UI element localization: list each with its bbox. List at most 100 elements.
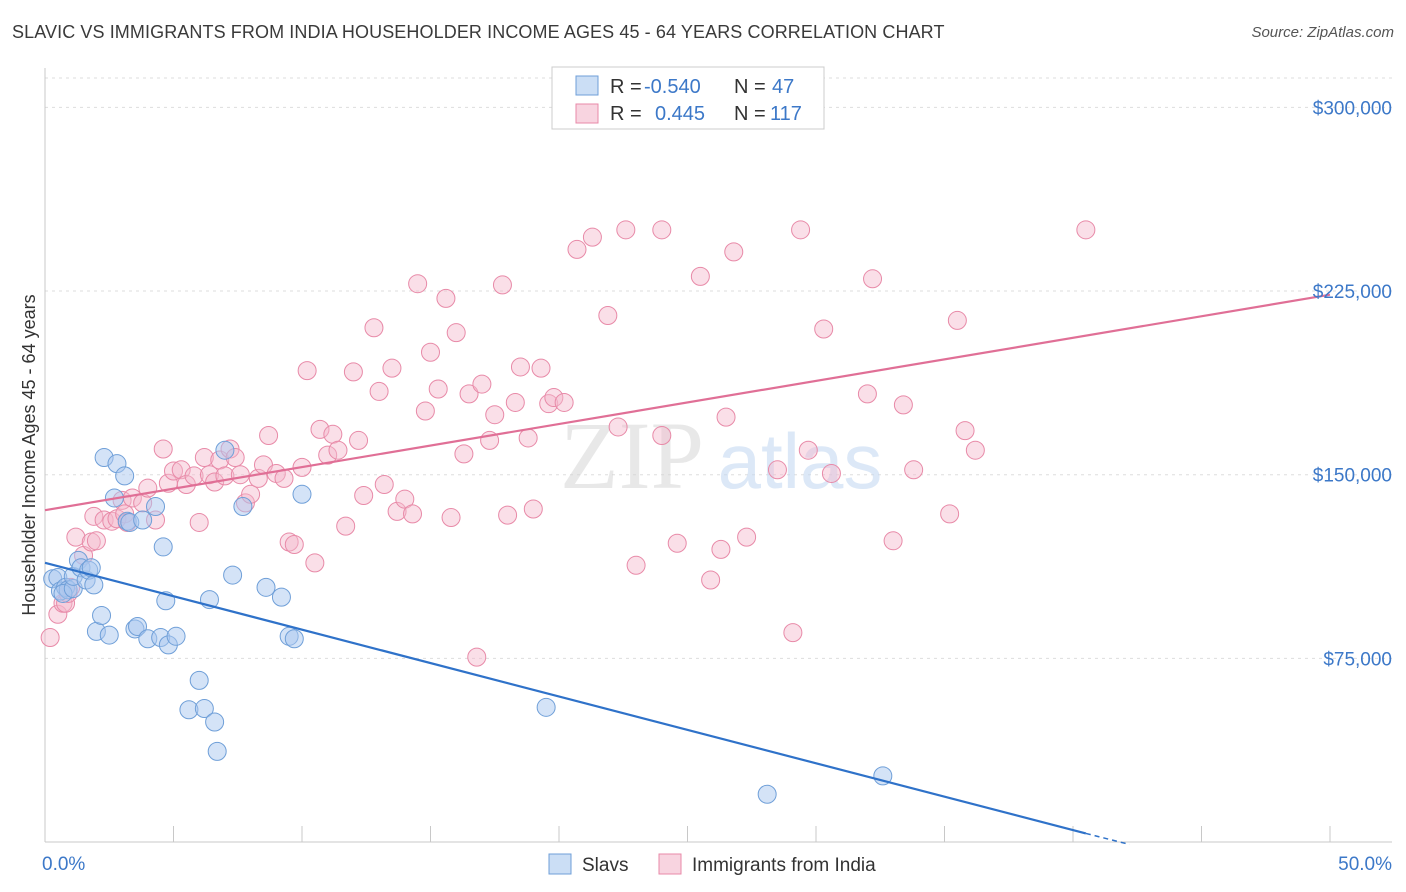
india-point-77: [498, 505, 518, 525]
legend-box: R = -0.540 N = 47 R = 0.445 N = 117: [551, 66, 825, 130]
slavs-point-13: [84, 575, 104, 595]
slavs-point-43: [271, 587, 291, 607]
india-point-109: [883, 531, 903, 551]
slavs-point-42: [256, 577, 276, 597]
india-point-68: [441, 508, 461, 528]
india-point-43: [279, 532, 299, 552]
india-point-63: [408, 274, 428, 294]
slavs-point-29: [153, 537, 173, 557]
y-tick-labels: $75,000 $150,000 $225,000 $300,000: [1313, 98, 1392, 670]
bottom-legend-swatch-slavs: [548, 853, 572, 875]
slavs-points: [43, 440, 893, 804]
india-point-44: [284, 534, 304, 554]
india-point-24: [171, 460, 191, 480]
watermark-zip: ZIP: [560, 402, 704, 509]
india-point-51: [328, 440, 348, 460]
india-point-92: [652, 220, 672, 240]
india-point-52: [336, 516, 356, 536]
india-point-9: [84, 506, 104, 526]
slavs-point-35: [194, 699, 214, 719]
slavs-point-48: [757, 784, 777, 804]
india-point-66: [428, 379, 448, 399]
slavs-point-15: [92, 605, 112, 625]
india-point-83: [539, 394, 559, 414]
india-point-80: [518, 428, 538, 448]
slavs-point-41: [233, 497, 253, 517]
legend-n-value-india: 117: [770, 103, 802, 125]
india-point-72: [467, 647, 487, 667]
india-point-46: [297, 361, 317, 381]
bottom-legend-label-india: Immigrants from India: [692, 855, 876, 876]
india-point-69: [446, 323, 466, 343]
india-point-108: [863, 269, 883, 289]
india-point-21: [153, 439, 173, 459]
india-point-73: [472, 374, 492, 394]
india-point-95: [690, 266, 710, 286]
india-point-93: [652, 426, 672, 446]
slavs-point-17: [99, 625, 119, 645]
india-point-59: [382, 358, 402, 378]
watermark-atlas: atlas: [718, 417, 883, 505]
india-point-53: [343, 362, 363, 382]
india-point-103: [791, 220, 811, 240]
india-points: [40, 220, 1096, 667]
india-point-48: [310, 419, 330, 439]
slavs-point-46: [292, 484, 312, 504]
india-point-64: [415, 401, 435, 421]
india-point-79: [510, 357, 530, 377]
india-point-54: [349, 430, 369, 450]
slavs-point-40: [223, 565, 243, 585]
grid-lines: [45, 77, 1392, 659]
y-tick-label-2: $225,000: [1313, 282, 1392, 303]
slavs-point-20: [115, 466, 135, 486]
slavs-trend-extension: [1085, 832, 1130, 846]
india-point-113: [947, 310, 967, 330]
india-point-116: [1076, 220, 1096, 240]
india-point-112: [940, 504, 960, 524]
india-point-107: [857, 384, 877, 404]
india-point-85: [554, 392, 574, 412]
x-tick-label-max: 50.0%: [1338, 854, 1392, 875]
bottom-legend-swatch-india: [658, 853, 682, 875]
legend-n-label-slavs: N =: [734, 76, 766, 98]
india-point-61: [395, 489, 415, 509]
chart-title: SLAVIC VS IMMIGRANTS FROM INDIA HOUSEHOL…: [12, 22, 945, 42]
india-point-102: [783, 623, 803, 643]
india-point-6: [66, 527, 86, 547]
x-tick-labels: 0.0% 50.0%: [42, 854, 1392, 875]
india-point-114: [955, 421, 975, 441]
x-tick-label-min: 0.0%: [42, 854, 85, 875]
legend-swatch-slavs: [575, 75, 599, 96]
india-point-97: [711, 539, 731, 559]
india-point-60: [387, 501, 407, 521]
india-point-82: [531, 358, 551, 378]
india-point-81: [523, 499, 543, 519]
india-point-50: [323, 424, 343, 444]
india-point-101: [767, 460, 787, 480]
india-point-23: [164, 461, 183, 481]
india-point-78: [505, 392, 525, 412]
india-point-105: [814, 319, 834, 339]
slavs-point-27: [146, 497, 166, 517]
india-point-99: [724, 242, 744, 262]
india-point-27: [189, 512, 209, 532]
india-trend-line: [44, 293, 1331, 512]
slavs-point-24: [128, 617, 148, 637]
bottom-legend-label-slavs: Slavs: [582, 855, 628, 876]
india-point-76: [492, 275, 512, 295]
slavs-point-34: [189, 670, 209, 690]
india-point-65: [421, 342, 440, 362]
india-point-28: [194, 448, 214, 468]
india-point-1: [48, 604, 68, 624]
y-tick-label-3: $300,000: [1313, 98, 1392, 119]
india-point-75: [485, 405, 505, 425]
y-tick-label-1: $150,000: [1313, 466, 1392, 487]
axes: [44, 68, 1392, 843]
legend-r-value-slavs: -0.540: [644, 76, 701, 98]
trend-lines: [44, 293, 1331, 846]
india-point-55: [354, 486, 374, 506]
slavs-point-45: [284, 629, 304, 649]
slavs-point-25: [133, 510, 153, 530]
india-point-100: [737, 527, 757, 547]
